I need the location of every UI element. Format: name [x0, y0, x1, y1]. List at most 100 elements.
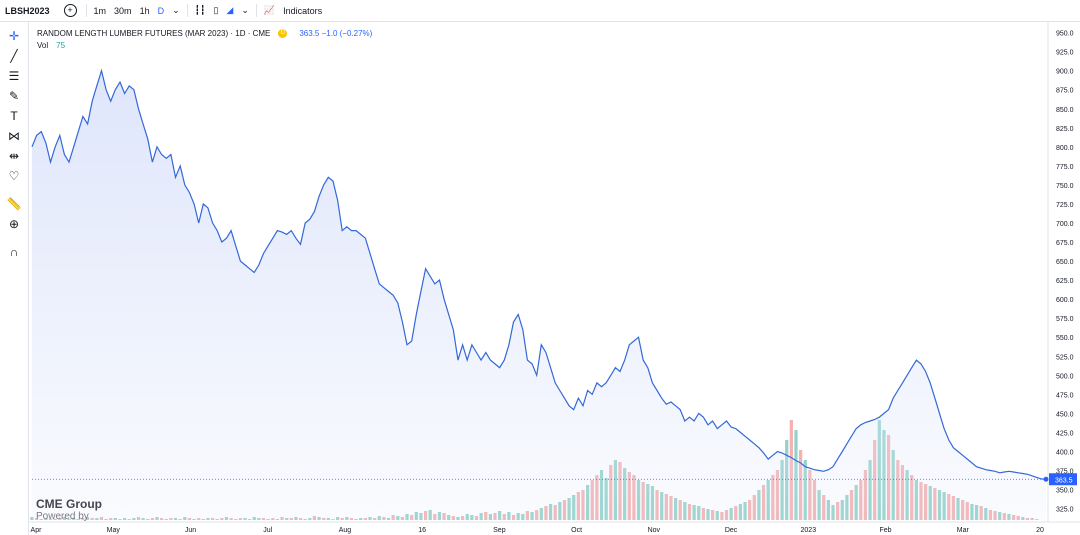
volume-bar: [183, 517, 187, 520]
ruler-icon[interactable]: 📏: [6, 197, 22, 211]
chevron-down-icon[interactable]: ⌄: [172, 5, 180, 15]
volume-bar: [521, 514, 525, 520]
volume-bar: [743, 502, 747, 520]
volume-bar: [257, 518, 261, 520]
drawing-toolbar: ✛ ╱ ☰ ✎ T ⋈ ⇹ ♡ 📏 ⊕ ∩: [0, 22, 29, 535]
volume-bar: [863, 470, 868, 520]
interval-1m[interactable]: 1m: [93, 5, 107, 16]
symbol-label[interactable]: LBSH2023: [5, 5, 50, 16]
magnet-icon[interactable]: ∩: [9, 245, 19, 259]
fib-icon[interactable]: ☰: [8, 69, 20, 83]
volume-bar: [155, 517, 159, 520]
volume-bar: [706, 509, 710, 520]
volume-bar: [961, 500, 965, 520]
volume-bar: [808, 470, 812, 520]
volume-bar: [1011, 515, 1016, 520]
indicators-button[interactable]: Indicators: [283, 5, 323, 16]
x-axis: Apr May Jun Jul Aug 16 Sep Oct Nov Dec 2023 Feb Mar 2…: [28, 521, 1080, 534]
volume-bar: [410, 515, 414, 520]
y-tick-label: 450.0: [1056, 411, 1074, 418]
volume-bar: [998, 512, 1002, 520]
volume-bar: [544, 506, 548, 520]
volume-bar: [442, 513, 446, 520]
volume-bar: [785, 440, 789, 520]
x-tick-label: Dec: [725, 527, 738, 534]
volume-bar: [595, 475, 599, 520]
volume-bar: [141, 518, 145, 520]
volume-bar: [275, 519, 280, 520]
volume-bar: [238, 518, 242, 520]
volume-bar: [724, 510, 729, 520]
watermark-brand: CME Group: [36, 497, 102, 511]
volume-bar: [655, 490, 659, 520]
volume-bar: [359, 518, 363, 520]
volume-bar: [553, 505, 557, 520]
y-tick-label: 675.0: [1056, 240, 1074, 247]
volume-bar: [836, 502, 840, 520]
volume-bar: [164, 519, 168, 520]
volume-bar: [1025, 518, 1030, 520]
volume-bar: [340, 518, 344, 520]
x-tick-label: 16: [418, 527, 426, 534]
add-symbol-icon[interactable]: +: [63, 4, 77, 17]
volume-bar: [210, 518, 215, 520]
interval-d[interactable]: D: [157, 5, 165, 16]
area-fill: [32, 70, 1046, 520]
volume-bar: [766, 480, 770, 520]
volume-bar: [604, 478, 608, 520]
volume-bar: [900, 465, 905, 520]
volume-bar: [248, 519, 252, 520]
volume-bar: [822, 495, 826, 520]
brush-icon[interactable]: ✎: [8, 89, 20, 103]
last-price-tag: [1049, 473, 1077, 486]
volume-bar: [831, 505, 835, 520]
volume-bar: [349, 518, 354, 520]
zoom-icon[interactable]: ⊕: [8, 217, 20, 231]
volume-bar: [1035, 519, 1039, 520]
trendline-icon[interactable]: ╱: [10, 49, 18, 63]
volume-bar: [1016, 516, 1020, 520]
crosshair-icon[interactable]: ✛: [8, 29, 20, 43]
volume-bar: [285, 518, 289, 520]
chevron-down-icon[interactable]: ⌄: [241, 5, 249, 15]
chart-legend: RANDOM LENGTH LUMBER FUTURES (MAR 2023) …: [37, 27, 372, 51]
area-style-icon[interactable]: ◢: [226, 5, 234, 15]
candle-style-icon[interactable]: ▯: [213, 5, 219, 15]
volume-bar: [206, 518, 210, 520]
volume-bars: [30, 420, 1039, 520]
x-tick-label: 2023: [801, 527, 817, 534]
pattern-icon[interactable]: ⋈: [8, 129, 20, 143]
y-tick-label: 375.0: [1056, 469, 1074, 476]
volume-bar: [720, 512, 724, 520]
volume-bar: [692, 505, 696, 520]
volume-bar: [447, 515, 451, 520]
bar-style-icon[interactable]: ┇┇: [194, 5, 206, 15]
volume-bar: [150, 518, 154, 520]
y-tick-label: 900.0: [1056, 69, 1074, 76]
interval-1h[interactable]: 1h: [139, 5, 150, 16]
volume-bar: [428, 510, 432, 520]
text-icon[interactable]: T: [10, 109, 18, 123]
heart-icon[interactable]: ♡: [8, 169, 20, 183]
volume-bar: [502, 514, 506, 520]
measure-icon[interactable]: ⇹: [8, 149, 20, 163]
volume-bar: [794, 430, 798, 520]
indicators-icon[interactable]: 📈: [263, 5, 276, 15]
x-tick-label: Jun: [185, 527, 196, 534]
interval-30m[interactable]: 30m: [114, 5, 132, 16]
volume-bar: [711, 510, 715, 520]
volume-bar: [646, 484, 650, 520]
volume-bar: [423, 511, 428, 520]
volume-bar: [933, 488, 937, 520]
y-tick-label: 750.0: [1056, 183, 1074, 190]
volume-bar: [586, 485, 590, 520]
volume-bar: [623, 468, 627, 520]
status-badge: D: [278, 28, 288, 38]
volume-bar: [220, 518, 224, 520]
volume-bar: [581, 490, 585, 520]
volume-bar: [104, 519, 108, 520]
volume-bar: [396, 516, 400, 520]
volume-bar: [354, 519, 358, 520]
volume-bar: [215, 519, 219, 520]
